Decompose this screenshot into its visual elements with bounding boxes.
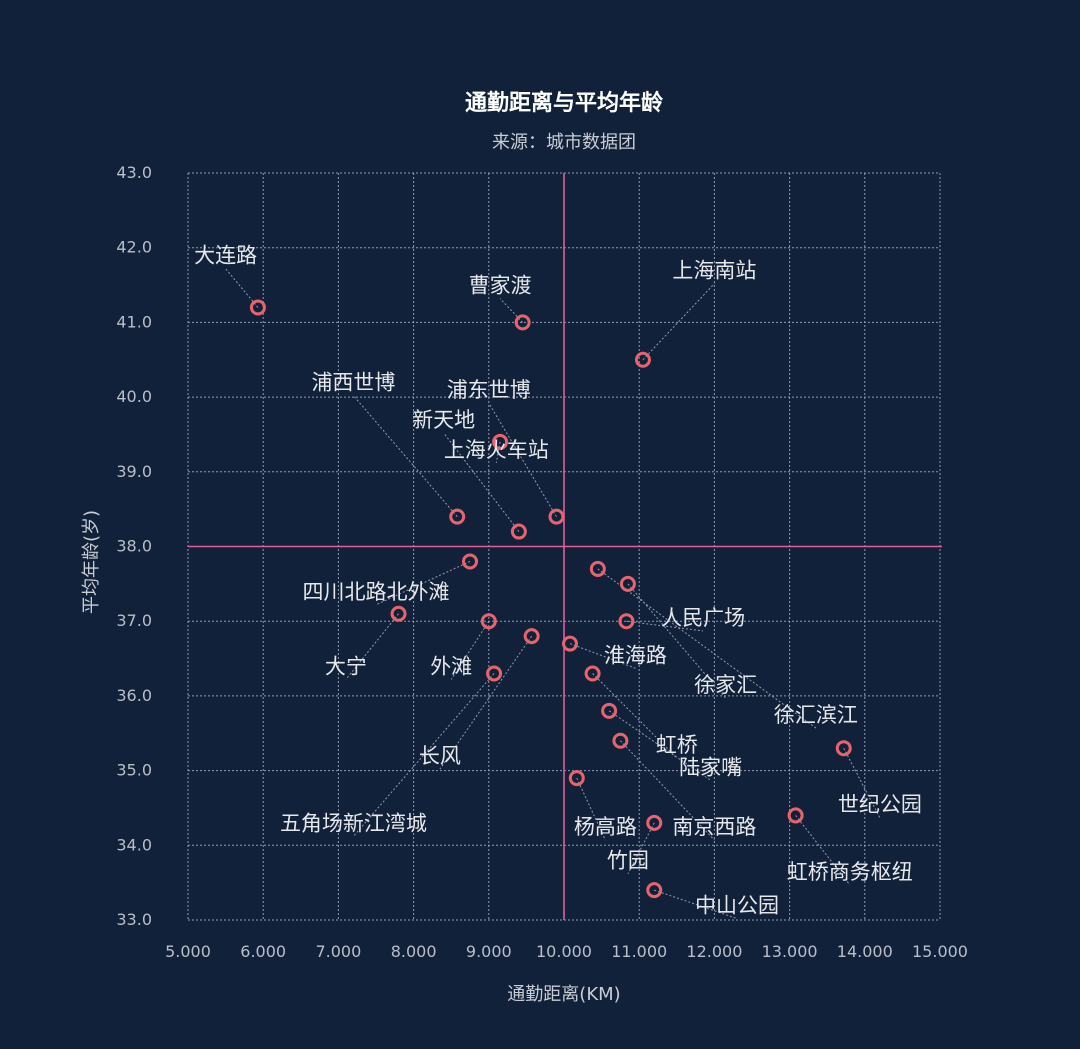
data-point (523, 628, 540, 645)
leader-line (642, 283, 715, 361)
point-label: 淮海路 (604, 643, 667, 667)
leader-line (353, 395, 458, 517)
y-tick-label: 41.0 (116, 312, 152, 331)
data-point (589, 560, 606, 577)
leader-line (225, 268, 259, 308)
point-label: 四川北路北外滩 (303, 580, 450, 604)
data-point (835, 740, 852, 757)
leader-line (443, 432, 520, 532)
y-tick-label: 43.0 (116, 163, 152, 182)
point-label: 上海南站 (672, 259, 756, 283)
data-point (618, 613, 635, 630)
leader-line (450, 620, 490, 680)
y-axis-ticks: 33.0 34.0 35.0 36.0 37.0 38.0 39.0 40.0 41.0 42.0… (116, 163, 152, 929)
data-point (480, 613, 497, 630)
point-label: 五角场新江湾城 (280, 811, 427, 835)
x-axis-label: 通勤距离(KM) (507, 984, 620, 1005)
y-tick-label: 39.0 (116, 462, 152, 481)
chart-subtitle: 来源：城市数据团 (492, 132, 636, 153)
point-label: 徐汇滨江 (774, 703, 858, 727)
data-point (462, 553, 478, 570)
point-label: 中山公园 (695, 894, 779, 918)
point-label: 上海火车站 (444, 438, 549, 462)
x-tick-label: 8.000 (391, 942, 437, 961)
data-point (249, 299, 266, 316)
point-label: 虹桥 (656, 733, 698, 757)
point-label: 大连路 (194, 244, 257, 268)
leader-line (499, 298, 524, 323)
point-label: 虹桥商务枢纽 (787, 860, 913, 884)
data-point (486, 665, 503, 682)
point-label: 徐家汇 (694, 673, 757, 697)
y-tick-label: 37.0 (116, 611, 152, 630)
point-label: 人民广场 (661, 606, 745, 630)
x-tick-label: 13.000 (762, 942, 818, 961)
leader-line (627, 822, 655, 874)
leader-line (576, 777, 606, 841)
point-label: 南京西路 (672, 815, 756, 839)
data-point (514, 314, 531, 331)
point-label: 新天地 (412, 408, 475, 432)
leader-line (654, 889, 738, 920)
data-point (612, 732, 629, 749)
y-tick-label: 35.0 (116, 761, 152, 780)
x-tick-label: 15.000 (912, 942, 968, 961)
x-tick-label: 9.000 (466, 942, 512, 961)
leader-line (626, 620, 704, 632)
point-label: 浦东世博 (447, 378, 531, 402)
leader-line (795, 815, 851, 886)
data-point (568, 770, 585, 787)
point-label: 浦西世博 (311, 371, 395, 395)
y-tick-label: 34.0 (116, 835, 152, 854)
leader-line (843, 747, 881, 818)
data-point (634, 351, 651, 368)
leader-line (495, 441, 501, 463)
x-tick-label: 7.000 (315, 942, 361, 961)
y-tick-label: 33.0 (116, 910, 152, 929)
point-label: 陆家嘴 (679, 755, 742, 779)
y-axis-label: 平均年龄(岁) (81, 510, 102, 614)
leader-line (597, 568, 817, 729)
reference-lines (188, 173, 942, 920)
y-tick-label: 40.0 (116, 387, 152, 406)
y-tick-label: 36.0 (116, 686, 152, 705)
point-label: 长风 (419, 744, 461, 768)
point-label: 曹家渡 (469, 274, 532, 298)
leader-line (608, 710, 711, 781)
data-point (619, 575, 636, 592)
x-tick-label: 12.000 (686, 942, 742, 961)
data-point (787, 807, 804, 824)
x-tick-label: 5.000 (165, 942, 211, 961)
point-label: 大宁 (325, 654, 367, 678)
data-point (510, 523, 527, 540)
data-point (562, 635, 579, 652)
data-point (449, 508, 466, 525)
y-tick-label: 42.0 (116, 238, 152, 257)
data-point (601, 702, 618, 719)
data-point (390, 605, 407, 622)
data-point (584, 665, 601, 682)
point-label: 外滩 (430, 654, 472, 678)
leader-line (375, 560, 471, 606)
x-axis-ticks: 5.000 6.000 7.000 8.000 9.000 10.000 11.000 12.… (165, 942, 968, 961)
data-point (548, 508, 565, 525)
leader-line (620, 740, 715, 841)
x-tick-label: 10.000 (536, 942, 592, 961)
x-tick-label: 6.000 (240, 942, 286, 961)
x-tick-label: 14.000 (837, 942, 893, 961)
y-tick-label: 38.0 (116, 537, 152, 556)
leader-line (439, 635, 533, 770)
point-label: 竹园 (607, 849, 649, 873)
data-points (249, 299, 852, 899)
data-point (646, 814, 663, 831)
chart-title: 通勤距离与平均年龄 (465, 90, 664, 116)
x-tick-label: 11.000 (611, 942, 667, 961)
point-label: 世纪公园 (838, 793, 922, 817)
point-label: 杨高路 (574, 815, 637, 839)
data-point (646, 882, 663, 899)
data-point (492, 433, 509, 450)
